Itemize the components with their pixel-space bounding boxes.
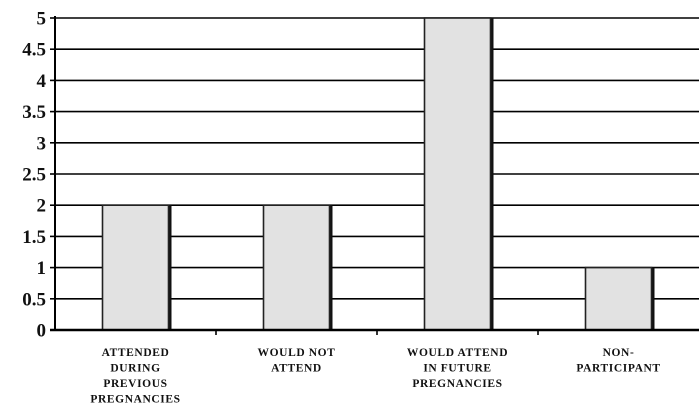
bar-body <box>584 266 653 331</box>
y-tick-label: 4 <box>37 71 47 92</box>
x-category-label-line: PREVIOUS <box>103 378 167 390</box>
x-category-label: WOULD NOT ATTEND <box>258 347 336 375</box>
bar-body <box>262 204 331 331</box>
y-tick-labels: 0 0.5 1 1.5 2 2.5 3 3.5 4 4.5 5 <box>22 9 46 342</box>
x-category-label-line: DURING <box>110 363 160 375</box>
bar <box>101 204 172 331</box>
x-category-label-line: WOULD NOT <box>258 347 336 359</box>
x-category-label-line: PREGNANCIES <box>412 378 502 390</box>
x-category-label-line: PARTICIPANT <box>576 363 660 375</box>
y-tick-label: 3 <box>37 133 47 154</box>
x-category-label: NON- PARTICIPANT <box>576 347 660 375</box>
x-category-label-line: NON- <box>603 347 635 359</box>
y-tick-label: 5 <box>37 9 47 30</box>
y-tick-label: 3.5 <box>22 102 46 123</box>
y-tick-label: 4.5 <box>22 40 46 61</box>
axes <box>50 16 699 335</box>
bar-body <box>423 17 492 331</box>
x-category-labels: ATTENDED DURING PREVIOUS PREGNANCIES WOULD N… <box>90 347 660 406</box>
bar <box>262 204 333 331</box>
x-category-label-line: IN FUTURE <box>423 363 491 375</box>
x-category-label-line: ATTENDED <box>102 347 170 359</box>
x-category-label-line: WOULD ATTEND <box>407 347 508 359</box>
y-tick-label: 2.5 <box>22 165 46 186</box>
x-category-label: WOULD ATTEND IN FUTURE PREGNANCIES <box>407 347 508 390</box>
y-tick-label: 1.5 <box>22 227 46 248</box>
x-category-label-line: ATTEND <box>271 363 322 375</box>
bars <box>101 17 655 331</box>
y-tick-label: 0.5 <box>22 289 46 310</box>
x-category-label: ATTENDED DURING PREVIOUS PREGNANCIES <box>90 347 180 406</box>
bar-body <box>101 204 170 331</box>
bar <box>423 17 494 331</box>
x-category-label-line: PREGNANCIES <box>90 394 180 406</box>
y-tick-label: 0 <box>37 321 47 342</box>
y-tick-label: 2 <box>37 196 47 217</box>
bar <box>584 266 655 331</box>
y-tick-label: 1 <box>37 258 47 279</box>
